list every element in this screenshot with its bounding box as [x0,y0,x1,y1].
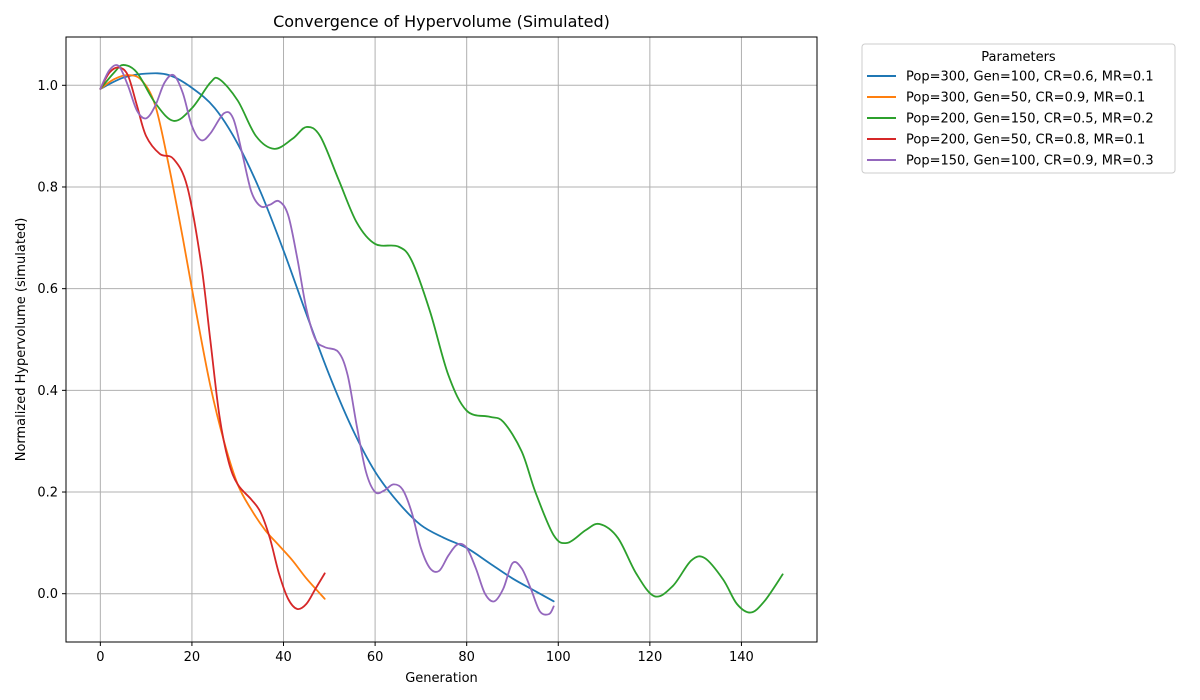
x-axis-title: Generation [405,671,478,686]
chart-title: Convergence of Hypervolume (Simulated) [273,12,610,31]
y-tick-label: 0.8 [37,180,58,195]
series-line-4 [99,66,326,611]
x-tick-label: 40 [275,650,292,665]
legend-entry-1: Pop=300, Gen=100, CR=0.6, MR=0.1 [906,70,1154,85]
x-tick-label: 120 [637,650,662,665]
x-tick-label: 80 [458,650,475,665]
legend-entry-2: Pop=300, Gen=50, CR=0.9, MR=0.1 [906,91,1145,106]
legend-box [861,43,1176,174]
legend-entry-4: Pop=200, Gen=50, CR=0.8, MR=0.1 [906,133,1145,148]
legend-entry-3: Pop=200, Gen=150, CR=0.5, MR=0.2 [906,112,1154,127]
plot-frame [65,36,818,643]
x-tick-label: 0 [96,650,104,665]
y-tick-label: 0.0 [37,587,58,602]
x-tick-label: 20 [184,650,201,665]
legend-title: Parameters [981,50,1056,65]
y-axis-title: Normalized Hypervolume (simulated) [14,218,29,462]
y-tick-label: 1.0 [37,79,58,94]
legend: Parameters Pop=300, Gen=100, CR=0.6, MR=… [861,43,1176,174]
x-tick-label: 100 [546,650,571,665]
x-axis-ticks: 0 20 40 60 80 100 120 140 [96,642,754,665]
y-tick-label: 0.4 [37,384,58,399]
series-line-3 [99,64,784,614]
x-tick-label: 60 [367,650,384,665]
x-tick-label: 140 [729,650,754,665]
legend-items: Pop=300, Gen=100, CR=0.6, MR=0.1 Pop=300,… [867,70,1154,169]
legend-entry-5: Pop=150, Gen=100, CR=0.9, MR=0.3 [906,154,1154,169]
y-axis-ticks: 0.0 0.2 0.4 0.6 0.8 1.0 [37,79,66,602]
series-line-2 [99,74,326,600]
y-tick-label: 0.2 [37,486,58,501]
series-group [99,64,784,616]
series-line-5 [99,64,555,616]
grid [66,37,817,642]
y-tick-label: 0.6 [37,282,58,297]
